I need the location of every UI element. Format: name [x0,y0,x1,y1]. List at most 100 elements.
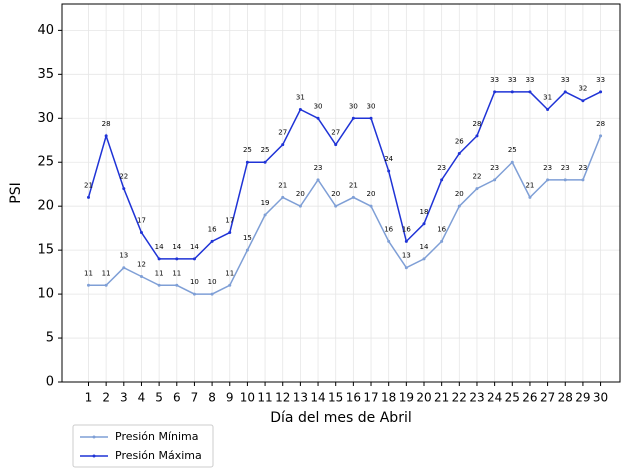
point [475,134,479,138]
point [581,99,585,103]
y-tick-label: 10 [37,287,54,302]
x-tick-label: 20 [416,391,431,405]
point [351,116,355,120]
data-label: 14 [155,243,164,251]
point [404,266,408,270]
legend-marker [92,435,96,439]
data-label: 28 [596,120,605,128]
point [369,204,373,208]
data-label: 20 [455,190,464,198]
data-label: 11 [84,269,93,277]
point [210,239,214,243]
data-label: 26 [455,137,464,145]
point [334,143,338,147]
point [316,116,320,120]
x-tick-label: 17 [363,391,378,405]
x-tick-label: 12 [275,391,290,405]
data-label: 31 [296,93,305,101]
point [422,222,426,226]
data-label: 30 [349,102,358,110]
point [175,257,179,261]
point [440,239,444,243]
data-label: 20 [331,190,340,198]
data-label: 28 [473,120,482,128]
data-label: 20 [296,190,305,198]
data-label: 13 [119,252,128,260]
point [298,204,302,208]
y-tick-label: 40 [37,23,54,38]
x-tick-label: 19 [399,391,414,405]
x-tick-label: 14 [310,391,325,405]
x-tick-label: 5 [155,391,163,405]
point [422,257,426,261]
y-axis-label: PSI [8,182,24,203]
data-label: 25 [261,146,270,154]
data-label: 27 [278,129,287,137]
x-tick-label: 21 [434,391,449,405]
point [563,178,567,182]
data-label: 23 [578,164,587,172]
data-label: 33 [490,76,499,84]
point [298,107,302,111]
data-label: 23 [561,164,570,172]
point [104,134,108,138]
data-label: 23 [314,164,323,172]
point [510,160,514,164]
point [351,195,355,199]
point [86,195,90,199]
x-tick-label: 22 [452,391,467,405]
data-label: 23 [490,164,499,172]
x-axis-label: Día del mes de Abril [270,410,411,426]
point [263,160,267,164]
legend-label: Presión Mínima [115,430,199,443]
data-label: 30 [314,102,323,110]
point [192,257,196,261]
point [387,169,391,173]
point [369,116,373,120]
data-label: 20 [367,190,376,198]
series-line [87,90,601,260]
x-tick-label: 23 [469,391,484,405]
point [122,266,126,270]
x-tick-label: 15 [328,391,343,405]
point [86,283,90,287]
legend-label: Presión Máxima [115,449,202,462]
point [334,204,338,208]
x-tick-label: 26 [522,391,537,405]
x-tick-label: 29 [575,391,590,405]
data-label: 32 [578,85,587,93]
point [475,187,479,191]
data-label: 17 [137,217,146,225]
x-tick-label: 9 [226,391,234,405]
point [546,107,550,111]
point [546,178,550,182]
x-tick-label: 18 [381,391,396,405]
point [175,283,179,287]
data-label: 14 [172,243,181,251]
point [404,239,408,243]
data-label: 10 [190,278,199,286]
data-label: 11 [172,269,181,277]
data-label: 11 [102,269,111,277]
data-label: 19 [261,199,270,207]
data-label: 33 [561,76,570,84]
legend-marker [92,454,96,458]
point [157,257,161,261]
plot-frame [61,3,621,383]
data-label: 33 [596,76,605,84]
data-label: 23 [543,164,552,172]
point [157,283,161,287]
point [139,231,143,235]
data-label: 31 [543,93,552,101]
x-tick-label: 13 [293,391,308,405]
x-tick-label: 10 [240,391,255,405]
point [245,248,249,252]
x-tick-label: 2 [102,391,110,405]
y-tick-label: 25 [37,155,54,170]
data-label: 22 [119,173,128,181]
point [599,90,603,94]
data-label: 10 [208,278,217,286]
point [139,275,143,279]
x-tick-label: 11 [257,391,272,405]
